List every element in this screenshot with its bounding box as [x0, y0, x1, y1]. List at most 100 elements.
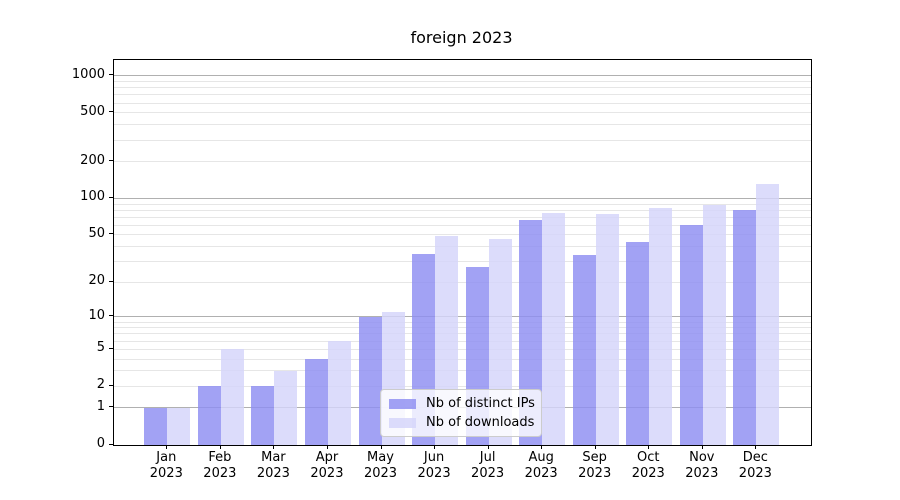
bar-ips-0: [144, 407, 168, 445]
bar-downloads-11: [756, 183, 780, 445]
gridline-minor: [114, 81, 811, 83]
x-tick-label: Jul 2023: [471, 450, 505, 481]
y-tick: [109, 443, 113, 445]
x-tick-label: May 2023: [363, 450, 398, 481]
gridline-minor: [114, 224, 811, 226]
gridline-minor: [114, 340, 811, 342]
x-tick: [219, 445, 221, 449]
gridline-major: [114, 316, 811, 318]
x-tick: [380, 445, 382, 449]
x-tick: [166, 445, 168, 449]
legend-label-downloads: Nb of downloads: [426, 414, 535, 430]
y-tick: [109, 347, 113, 349]
y-tick-label: 200: [80, 152, 105, 168]
gridline-minor: [114, 385, 811, 387]
gridline-minor: [114, 139, 811, 141]
y-tick: [109, 384, 113, 386]
gridline-minor: [114, 102, 811, 104]
y-tick-label: 1000: [71, 66, 105, 82]
y-tick-label: 1: [96, 398, 105, 414]
gridline-minor: [114, 234, 811, 236]
bar-ips-11: [733, 209, 757, 445]
y-tick-label: 10: [88, 307, 105, 323]
legend: Nb of distinct IPs Nb of downloads: [380, 389, 542, 437]
gridline-major: [114, 197, 811, 199]
bar-downloads-0: [167, 407, 191, 445]
bar-downloads-9: [649, 207, 673, 445]
bar-ips-1: [197, 386, 221, 445]
bar-ips-2: [251, 386, 275, 445]
bar-ips-9: [626, 241, 650, 445]
x-tick: [648, 445, 650, 449]
legend-item: Nb of downloads: [389, 414, 535, 430]
x-tick-label: Dec 2023: [738, 450, 772, 481]
legend-swatch-distinct-ips: [389, 398, 416, 409]
bar-ips-3: [304, 359, 328, 445]
gridline-minor: [114, 161, 811, 163]
plot-area: [113, 59, 812, 446]
gridline-major: [114, 75, 811, 77]
y-tick: [109, 111, 113, 113]
x-tick: [273, 445, 275, 449]
gridline-minor: [114, 112, 811, 114]
x-tick: [755, 445, 757, 449]
x-tick-label: Feb 2023: [203, 450, 237, 481]
x-tick: [434, 445, 436, 449]
bar-downloads-2: [274, 370, 298, 445]
y-tick-label: 0: [96, 436, 105, 451]
y-tick: [109, 196, 113, 198]
x-tick-label: Aug 2023: [524, 450, 558, 481]
legend-label-distinct-ips: Nb of distinct IPs: [426, 395, 535, 411]
gridline-minor: [114, 370, 811, 372]
x-tick-label: Jan 2023: [149, 450, 183, 481]
gridline-minor: [114, 358, 811, 360]
y-tick: [109, 315, 113, 317]
gridline-minor: [114, 216, 811, 218]
x-tick: [541, 445, 543, 449]
x-tick: [701, 445, 703, 449]
bar-downloads-8: [595, 214, 619, 445]
y-tick: [109, 74, 113, 76]
x-tick: [594, 445, 596, 449]
bar-ips-10: [679, 224, 703, 445]
y-tick-label: 2: [96, 377, 105, 393]
gridline-minor: [114, 261, 811, 263]
legend-item: Nb of distinct IPs: [389, 395, 535, 411]
y-tick-label: 50: [88, 225, 105, 241]
gridline-minor: [114, 209, 811, 211]
x-tick-label: Apr 2023: [310, 450, 344, 481]
gridline-minor: [114, 203, 811, 205]
bar-downloads-1: [220, 349, 244, 445]
gridline-minor: [114, 124, 811, 126]
y-tick: [109, 233, 113, 235]
bar-ips-4: [358, 316, 382, 445]
x-tick-label: Nov 2023: [685, 450, 719, 481]
y-tick-label: 5: [96, 340, 105, 356]
gridline-minor: [114, 333, 811, 335]
y-tick-label: 100: [80, 189, 105, 205]
y-tick-label: 20: [88, 273, 105, 289]
gridline-minor: [114, 348, 811, 350]
x-tick-label: Jun 2023: [417, 450, 451, 481]
gridline-minor: [114, 327, 811, 329]
chart-title: foreign 2023: [410, 28, 513, 47]
gridline-minor: [114, 94, 811, 96]
y-tick: [109, 406, 113, 408]
x-tick-label: Sep 2023: [578, 450, 612, 481]
x-tick: [487, 445, 489, 449]
legend-swatch-downloads: [389, 417, 416, 428]
x-tick: [326, 445, 328, 449]
bar-downloads-10: [702, 205, 726, 445]
gridline-minor: [114, 87, 811, 89]
gridline-minor: [114, 281, 811, 283]
bar-ips-7: [519, 220, 543, 445]
bar-downloads-3: [327, 341, 351, 445]
y-tick: [109, 160, 113, 162]
bar-ips-8: [572, 255, 596, 445]
y-tick: [109, 280, 113, 282]
x-tick-label: Oct 2023: [631, 450, 665, 481]
x-tick-label: Mar 2023: [256, 450, 290, 481]
bar-downloads-7: [542, 212, 566, 445]
y-tick-label: 500: [80, 103, 105, 119]
